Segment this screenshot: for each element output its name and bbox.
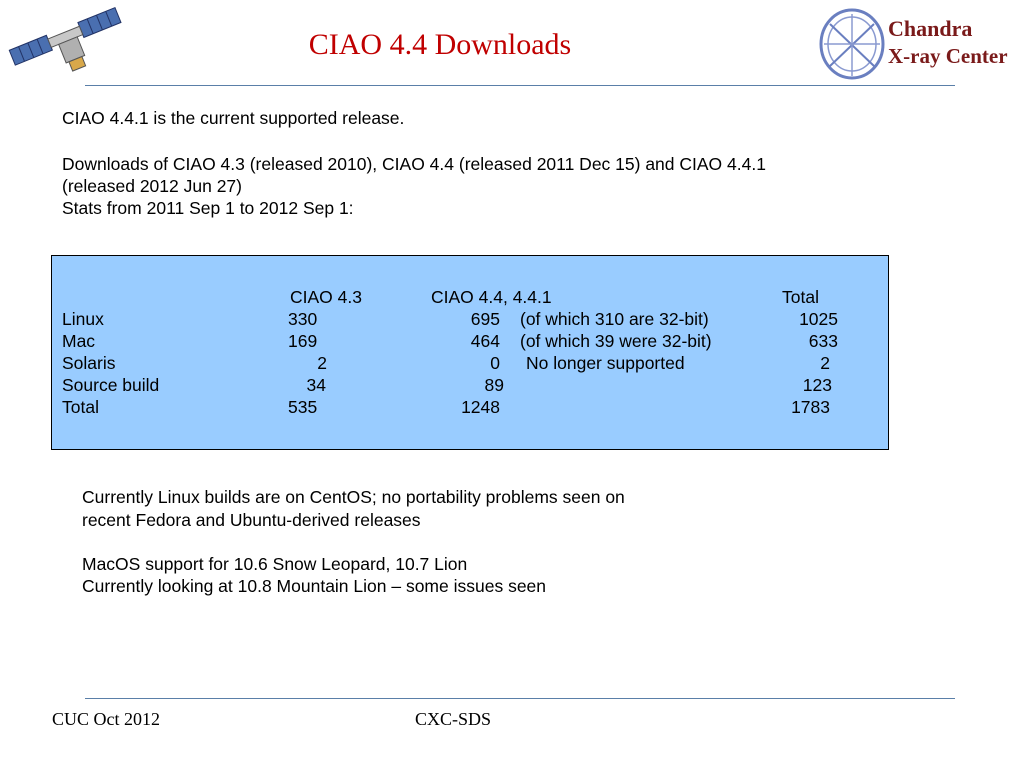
row-label-solaris: Solaris (62, 353, 116, 373)
footer-left: CUC Oct 2012 (52, 709, 160, 729)
intro-line-downloads: Downloads of CIAO 4.3 (released 2010), C… (62, 154, 766, 174)
mac-total: 633 (808, 331, 838, 351)
linux-ciao43: 330 (288, 309, 318, 329)
intro-line-release-date: (released 2012 Jun 27) (62, 176, 242, 196)
mac-note: (of which 39 were 32-bit) (520, 331, 712, 351)
row-label-linux: Linux (62, 309, 104, 329)
solaris-note: No longer supported (526, 353, 685, 373)
source-build-ciao43: 34 (306, 375, 326, 395)
logo-text-line1: Chandra (888, 16, 972, 41)
source-build-total: 123 (802, 375, 832, 395)
note-mountain-lion: Currently looking at 10.8 Mountain Lion … (82, 576, 547, 596)
logo-ring-icon (819, 8, 885, 80)
header-ciao44: CIAO 4.4, 4.4.1 (431, 287, 552, 307)
row-label-source-build: Source build (62, 375, 160, 395)
note-fedora-ubuntu: recent Fedora and Ubuntu-derived release… (82, 510, 421, 530)
note-linux-builds: Currently Linux builds are on CentOS; no… (82, 487, 625, 507)
bottom-divider (85, 698, 955, 699)
solaris-ciao43: 2 (317, 353, 327, 373)
linux-total: 1025 (799, 309, 838, 329)
downloads-table: CIAO 4.3 CIAO 4.4, 4.4.1 Total Linux 330… (51, 255, 889, 450)
intro-line-stats-range: Stats from 2011 Sep 1 to 2012 Sep 1: (62, 198, 354, 218)
total-ciao44: 1248 (461, 397, 500, 417)
row-label-mac: Mac (62, 331, 96, 351)
note-macos-support: MacOS support for 10.6 Snow Leopard, 10.… (82, 554, 468, 574)
mac-ciao43: 169 (288, 331, 318, 351)
page-title: CIAO 4.4 Downloads (308, 28, 572, 61)
row-label-total: Total (62, 397, 99, 417)
linux-ciao44: 695 (470, 309, 500, 329)
solaris-total: 2 (820, 353, 830, 373)
intro-line-current-release: CIAO 4.4.1 is the current supported rele… (62, 108, 405, 128)
linux-note: (of which 310 are 32-bit) (520, 309, 709, 329)
solaris-ciao44: 0 (490, 353, 500, 373)
header-ciao43: CIAO 4.3 (290, 287, 362, 307)
header-total: Total (782, 287, 819, 307)
total-total: 1783 (791, 397, 830, 417)
total-ciao43: 535 (288, 397, 318, 417)
mac-ciao44: 464 (470, 331, 500, 351)
logo-text-line2: X-ray Center (888, 44, 1008, 68)
footer-center: CXC-SDS (415, 709, 492, 729)
top-divider (85, 85, 955, 86)
satellite-icon (8, 6, 126, 76)
chandra-logo: Chandra X-ray Center (818, 6, 1024, 82)
source-build-ciao44: 89 (484, 375, 504, 395)
